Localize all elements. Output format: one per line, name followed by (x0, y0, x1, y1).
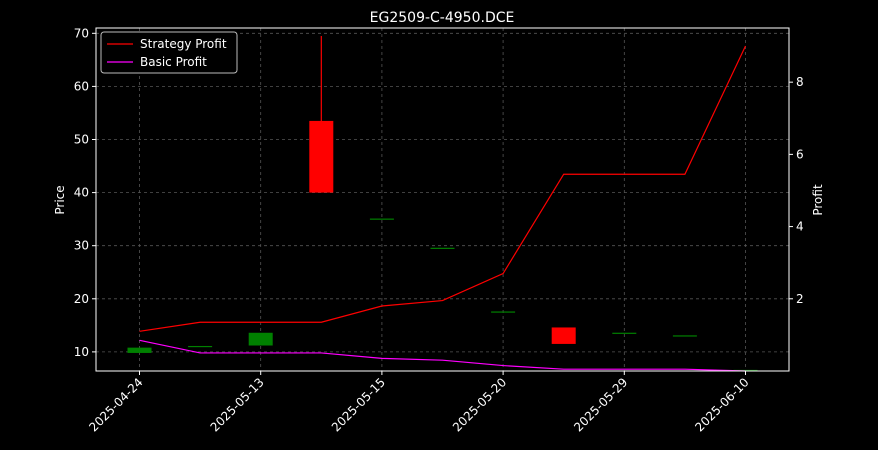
candle-body (491, 311, 516, 313)
candle-body (369, 218, 394, 220)
candle-body (127, 347, 152, 353)
candle-body (430, 247, 455, 249)
y-axis-left: 10 20 30 40 50 60 70 (74, 26, 96, 359)
x-axis: 2025-04-24 2025-05-13 2025-05-15 2025-05-20… (86, 371, 752, 434)
y2-tick-label: 4 (796, 220, 804, 234)
y-tick-label: 10 (74, 345, 89, 359)
legend: Strategy Profit Basic Profit (100, 31, 238, 74)
y-tick-label: 30 (74, 239, 89, 253)
legend-label-strategy: Strategy Profit (140, 37, 227, 51)
x-tick-label: 2025-05-20 (450, 375, 509, 434)
y2-tick-label: 6 (796, 147, 804, 161)
candle-body (551, 327, 576, 344)
x-tick-label: 2025-06-10 (692, 375, 751, 434)
y-tick-label: 20 (74, 292, 89, 306)
candle-body (309, 120, 334, 193)
y2-axis-title: Profit (811, 184, 825, 216)
series-line-strategy-profit (139, 45, 747, 332)
y-tick-label: 40 (74, 186, 89, 200)
x-tick-label: 2025-04-24 (86, 375, 145, 434)
candle-body (612, 332, 637, 334)
y-axis-title: Price (53, 185, 67, 214)
chart-title: EG2509-C-4950.DCE (370, 10, 515, 26)
legend-frame (100, 31, 238, 74)
x-tick-label: 2025-05-15 (329, 375, 388, 434)
candle-body (188, 345, 213, 348)
x-tick-label: 2025-05-13 (208, 375, 267, 434)
candles (127, 35, 758, 372)
candle-body (248, 332, 273, 346)
y-tick-label: 50 (74, 133, 89, 147)
y2-tick-label: 8 (796, 75, 804, 89)
grid (96, 28, 789, 371)
y-tick-label: 60 (74, 79, 89, 93)
plot-frame (95, 27, 790, 372)
y-tick-label: 70 (74, 26, 89, 40)
y-axis-right: 2 4 6 8 (789, 75, 804, 306)
x-tick-label: 2025-05-29 (571, 375, 630, 434)
profit-lines (139, 45, 747, 372)
legend-label-basic: Basic Profit (140, 55, 207, 69)
series-line-basic-profit (139, 339, 746, 372)
candle-body (672, 335, 697, 337)
y2-tick-label: 2 (796, 292, 804, 306)
